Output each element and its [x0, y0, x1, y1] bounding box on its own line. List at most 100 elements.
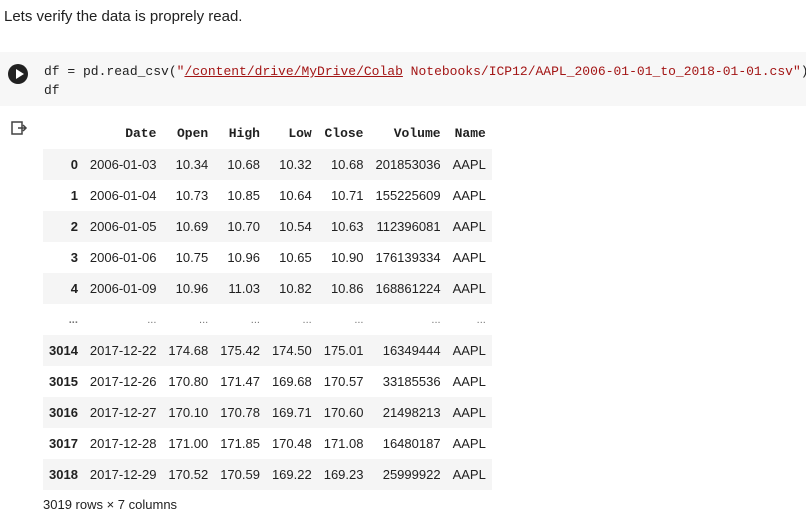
- table-cell: 11.03: [214, 273, 266, 304]
- table-cell: 2006-01-06: [89, 250, 157, 265]
- table-cell: 10.64: [279, 188, 312, 203]
- table-cell: 170.78: [214, 397, 266, 428]
- table-cell: 171.00: [168, 436, 209, 451]
- table-cell: 170.48: [271, 436, 312, 451]
- table-cell: 2006-01-05: [83, 211, 163, 242]
- table-cell: AAPL: [446, 397, 492, 428]
- table-cell: ...: [476, 313, 486, 326]
- code-string-rest: Notebooks/ICP12/AAPL_2006-01-01_to_2018-…: [402, 64, 801, 79]
- column-header: Low: [288, 126, 312, 141]
- code-editor[interactable]: df = pd.read_csv("/content/drive/MyDrive…: [44, 62, 806, 100]
- table-cell: 171.85: [220, 436, 260, 451]
- table-cell: 10.82: [265, 273, 318, 304]
- table-cell: AAPL: [452, 188, 486, 203]
- table-row: 3015 2017-12-26 170.80 171.47 169.68 170.57 33…: [43, 366, 492, 397]
- table-cell: ...: [147, 313, 157, 326]
- table-cell: ...: [354, 313, 364, 326]
- table-cell: 10.75: [175, 250, 209, 265]
- table-cell: 2017-12-26: [89, 374, 157, 389]
- row-index: 3: [70, 250, 78, 265]
- row-index: 2: [43, 211, 84, 242]
- row-index: 4: [43, 273, 84, 304]
- table-cell: 174.50: [265, 335, 318, 366]
- table-cell: ...: [302, 313, 312, 326]
- table-row: 3017 2017-12-28 171.00 171.85 170.48 171.08 16…: [43, 428, 492, 459]
- column-header: Open: [176, 126, 209, 141]
- table-cell: AAPL: [446, 273, 492, 304]
- table-cell: AAPL: [446, 459, 492, 490]
- table-cell: 169.71: [265, 397, 318, 428]
- table-cell: AAPL: [452, 436, 486, 451]
- code-line1-prefix: df = pd.read_csv(: [44, 64, 177, 79]
- output-redirect-icon[interactable]: [10, 120, 28, 138]
- table-cell: 2006-01-04: [89, 188, 157, 203]
- column-header: Close: [324, 126, 364, 141]
- table-cell: 21498213: [369, 397, 447, 428]
- dataframe-shape-note: 3019 rows × 7 columns: [43, 497, 178, 512]
- column-header: High: [228, 126, 260, 141]
- table-row: 3 2006-01-06 10.75 10.96 10.65 10.90 176139334…: [43, 242, 492, 273]
- table-cell: 10.70: [214, 211, 266, 242]
- table-row: ........................: [43, 304, 492, 335]
- table-cell: 175.01: [317, 335, 370, 366]
- table-cell: 10.68: [317, 149, 370, 180]
- table-cell: AAPL: [452, 250, 486, 265]
- table-cell: 201853036: [369, 149, 447, 180]
- table-cell: 170.80: [168, 374, 209, 389]
- row-index: 3016: [43, 397, 84, 428]
- table-row: 3014 2017-12-22 174.68 175.42 174.50 175.01 16…: [43, 335, 492, 366]
- table-cell: 2017-12-29: [83, 459, 163, 490]
- table-cell: 168861224: [369, 273, 447, 304]
- run-cell-button[interactable]: [8, 64, 28, 84]
- row-index: 3014: [43, 335, 84, 366]
- table-cell: ...: [431, 313, 441, 326]
- column-header: Date: [125, 126, 157, 141]
- table-cell: 10.96: [227, 250, 260, 265]
- table-row: 3016 2017-12-27 170.10 170.78 169.71 170.60 21…: [43, 397, 492, 428]
- row-index: 3018: [43, 459, 84, 490]
- table-cell: 2006-01-03: [83, 149, 163, 180]
- table-cell: 170.10: [162, 397, 215, 428]
- table-cell: 112396081: [369, 211, 447, 242]
- column-header: Name: [454, 126, 486, 141]
- table-cell: 10.54: [265, 211, 318, 242]
- table-cell: 175.42: [214, 335, 266, 366]
- table-cell: AAPL: [452, 374, 486, 389]
- table-cell: 169.68: [271, 374, 312, 389]
- dataframe-table: Date Open High Low Close Volume Name 0 2006-01-…: [43, 118, 492, 490]
- table-row: 2 2006-01-05 10.69 10.70 10.54 10.63 112396081…: [43, 211, 492, 242]
- code-string-path: /content/drive/MyDrive/Colab: [184, 64, 403, 79]
- code-cell[interactable]: df = pd.read_csv("/content/drive/MyDrive…: [0, 52, 806, 106]
- table-cell: ...: [199, 313, 209, 326]
- table-cell: 10.85: [227, 188, 260, 203]
- table-cell: AAPL: [446, 149, 492, 180]
- table-cell: 10.86: [317, 273, 370, 304]
- column-header: Volume: [393, 126, 441, 141]
- table-cell: 2017-12-28: [89, 436, 157, 451]
- row-index: 3017: [49, 436, 78, 451]
- table-cell: 169.23: [317, 459, 370, 490]
- table-cell: ...: [250, 313, 260, 326]
- table-cell: 155225609: [375, 188, 441, 203]
- table-cell: 2006-01-09: [83, 273, 163, 304]
- table-cell: 176139334: [375, 250, 441, 265]
- table-row: 3018 2017-12-29 170.52 170.59 169.22 169.23 25…: [43, 459, 492, 490]
- table-header-row: Date Open High Low Close Volume Name: [43, 118, 492, 149]
- table-cell: 2017-12-27: [83, 397, 163, 428]
- table-cell: 10.68: [214, 149, 266, 180]
- table-cell: 174.68: [162, 335, 215, 366]
- table-cell: 170.52: [162, 459, 215, 490]
- table-cell: 10.73: [175, 188, 209, 203]
- table-cell: 10.71: [330, 188, 364, 203]
- table-cell: AAPL: [446, 335, 492, 366]
- table-cell: 170.57: [323, 374, 364, 389]
- table-cell: 10.65: [279, 250, 312, 265]
- table-cell: AAPL: [446, 211, 492, 242]
- table-cell: 170.60: [317, 397, 370, 428]
- table-cell: 171.08: [323, 436, 364, 451]
- table-cell: 10.90: [330, 250, 364, 265]
- row-index: 0: [43, 149, 84, 180]
- row-index: 1: [70, 188, 78, 203]
- code-line2: df: [44, 83, 60, 98]
- code-string-quote: ": [176, 64, 185, 79]
